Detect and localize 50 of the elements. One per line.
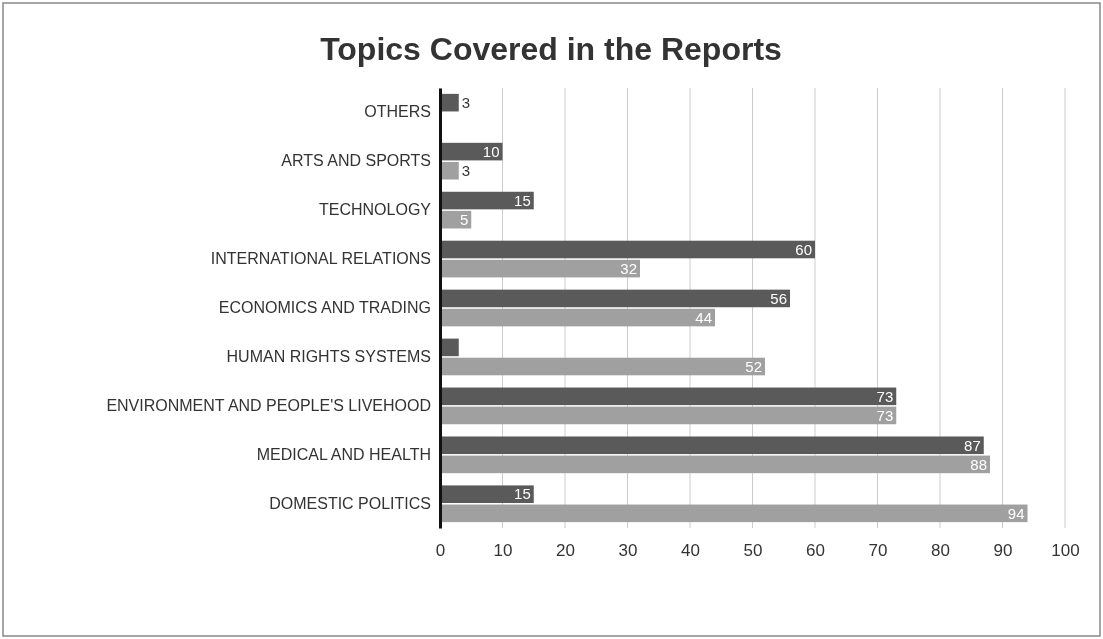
x-tick-label: 40: [681, 541, 700, 560]
y-tick-label: INTERNATIONAL RELATIONS: [210, 250, 431, 268]
y-tick-label: TECHNOLOGY: [318, 201, 432, 219]
x-tick-label: 100: [1051, 541, 1080, 560]
data-label: 60: [795, 240, 812, 258]
x-tick-label: 30: [618, 541, 638, 560]
bar: [440, 308, 715, 327]
y-tick-label: OTHERS: [364, 103, 431, 121]
x-tick-label: 60: [806, 541, 825, 560]
y-tick-label: HUMAN RIGHTS SYSTEMS: [226, 348, 431, 366]
bar: [440, 357, 765, 376]
data-label: 10: [482, 142, 500, 160]
data-label: 15: [514, 485, 531, 503]
bar: [440, 406, 897, 425]
x-tick-label: 70: [868, 541, 888, 560]
y-tick-label: ECONOMICS AND TRADING: [218, 299, 431, 317]
data-label: 56: [770, 289, 787, 307]
data-label: 5: [459, 210, 469, 228]
bar: [440, 455, 990, 474]
x-tick-label: 0: [435, 541, 446, 560]
bar: [440, 240, 815, 259]
data-label: 52: [745, 357, 762, 375]
x-tick-label: 80: [931, 541, 950, 560]
data-label: 94: [1007, 504, 1025, 522]
y-tick-label: DOMESTIC POLITICS: [269, 494, 431, 512]
x-tick-label: 90: [993, 541, 1013, 560]
bar: [440, 485, 534, 504]
bar: [440, 387, 897, 406]
bar: [440, 436, 984, 455]
x-tick-label: 10: [493, 541, 513, 560]
bar: [440, 289, 790, 308]
bar: [440, 259, 640, 278]
data-label: 73: [876, 406, 894, 424]
data-label: 32: [620, 259, 637, 277]
bar: [440, 504, 1028, 523]
data-label: 44: [695, 308, 712, 326]
data-label: 3: [461, 93, 471, 111]
bar: [440, 191, 534, 210]
y-tick-label: MEDICAL AND HEALTH: [256, 445, 431, 463]
data-label: 15: [514, 191, 531, 209]
data-label: 87: [964, 436, 981, 454]
chart-title: Topics Covered in the Reports: [320, 31, 782, 67]
data-label: 3: [461, 161, 471, 179]
y-tick-label: ENVIRONMENT AND PEOPLE'S LIVEHOOD: [106, 397, 431, 415]
data-label: 88: [970, 455, 987, 473]
bar: [440, 161, 459, 180]
data-label: 73: [876, 387, 894, 405]
x-tick-label: 20: [556, 541, 575, 560]
y-tick-label: ARTS AND SPORTS: [281, 152, 431, 170]
x-tick-label: 50: [743, 541, 763, 560]
